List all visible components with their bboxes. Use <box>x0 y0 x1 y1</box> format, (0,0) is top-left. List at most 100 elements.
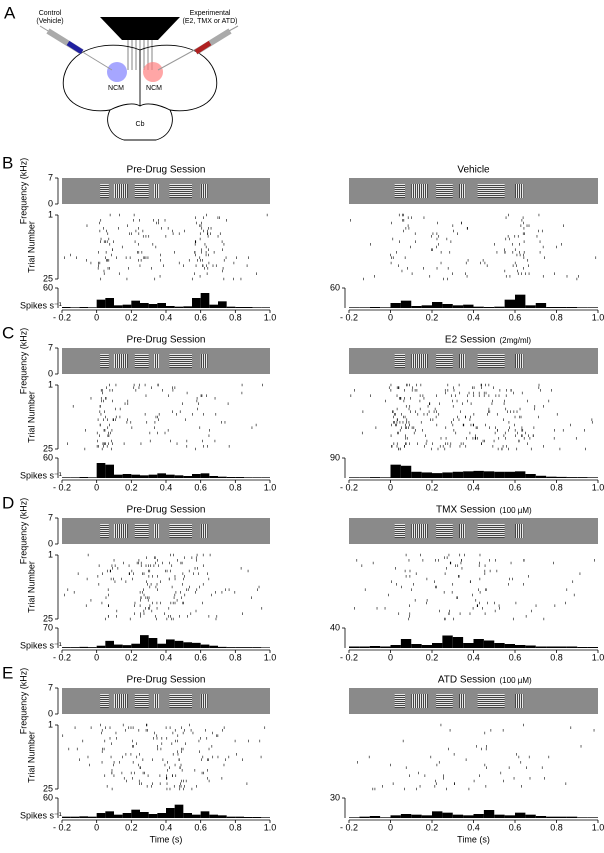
x-tick-label: 0.2 <box>125 652 138 662</box>
panel-title: ATD Session <box>438 675 496 686</box>
x-tick-label: 0.4 <box>467 482 480 492</box>
syllable <box>477 524 505 538</box>
psth-bar <box>577 817 588 818</box>
x-tick-label: 0 <box>388 822 393 832</box>
x-tick-label: 1.0 <box>592 822 604 832</box>
psth-bar <box>114 474 123 478</box>
psth-bar <box>515 645 526 648</box>
psth-bar <box>556 476 567 478</box>
psth-bar <box>226 306 236 308</box>
psth-bar <box>577 647 588 648</box>
x-axis-label: Time (s) <box>150 834 183 844</box>
x-tick-label: 0 <box>94 652 99 662</box>
panel-title: Pre-Drug Session <box>127 675 206 686</box>
psth-bar <box>349 646 360 648</box>
syllable <box>153 524 160 538</box>
syllable <box>458 694 466 708</box>
psth-bar <box>122 813 132 818</box>
psth-bar <box>183 642 192 648</box>
psth-bar <box>252 817 262 818</box>
ncm-control <box>107 62 127 82</box>
x-tick-label: 0.8 <box>550 652 563 662</box>
psth-bar <box>442 304 453 308</box>
syllable <box>477 354 505 368</box>
x-tick-label: 0.8 <box>550 482 563 492</box>
syllable <box>134 354 149 368</box>
psth-bar <box>261 647 270 648</box>
psth-bar <box>577 307 588 308</box>
psth-bar <box>463 815 474 818</box>
spectrogram <box>62 518 270 544</box>
psth-bar <box>235 816 244 818</box>
x-tick-label: 1.0 <box>264 312 277 322</box>
panel-letter: E <box>2 663 13 682</box>
psth-bar <box>148 638 158 648</box>
panel-title: Pre-Drug Session <box>127 505 206 516</box>
panel: E2 Session (2mg/ml) - 0.2 0 0.2 0.4 0.6 0.8 1.0 9… <box>330 335 604 493</box>
psth-bar <box>587 817 598 818</box>
psth-bar <box>88 647 97 648</box>
psth-bar <box>209 645 218 648</box>
y-axis-label: Spikes s⁻¹ <box>20 810 62 820</box>
trial-tick-label: 1 <box>48 549 53 559</box>
spectrogram <box>62 178 270 204</box>
psth-bar <box>131 809 140 818</box>
psth-bar <box>244 647 253 648</box>
psth-bar <box>556 646 567 648</box>
freq-axis-label: Frequency (kHz) <box>18 498 28 565</box>
syllable <box>394 524 406 538</box>
y-tick-label: 30 <box>330 792 340 802</box>
psth-bar <box>473 306 484 308</box>
x-tick-label: - 0.2 <box>53 312 71 322</box>
syllable <box>114 524 128 538</box>
syllable <box>169 184 192 198</box>
psth-bar <box>473 639 484 648</box>
syllable <box>200 354 208 368</box>
syllable <box>436 184 453 198</box>
psth-bar <box>421 472 432 478</box>
x-axis-label: Time (s) <box>457 834 490 844</box>
x-tick-label: 0.8 <box>550 822 563 832</box>
psth-bar <box>452 305 464 308</box>
psth-bar <box>226 477 236 478</box>
psth-bar <box>122 645 132 648</box>
psth-bar <box>349 817 360 818</box>
trial-tick-label: 25 <box>43 613 53 623</box>
psth-bar <box>174 475 184 478</box>
syllable <box>458 524 466 538</box>
x-tick-label: 0.4 <box>160 312 173 322</box>
y-axis-label: Spikes s⁻¹ <box>20 470 62 480</box>
panel-letter: B <box>2 153 13 172</box>
psth-bar <box>209 304 218 308</box>
psth-bar <box>463 471 474 478</box>
freq-tick-label: 7 <box>48 342 53 352</box>
psth-bar <box>504 815 515 818</box>
psth-bar <box>400 814 412 818</box>
psth-bar <box>390 645 401 648</box>
trial-tick-label: 1 <box>48 719 53 729</box>
syllable <box>100 354 109 368</box>
syringe-left <box>39 25 113 71</box>
psth-bar <box>359 816 370 818</box>
psth-bar <box>463 643 474 648</box>
syllable <box>169 694 192 708</box>
x-tick-label: 0.6 <box>194 312 207 322</box>
panel-letter: A <box>4 3 16 22</box>
psth-bar <box>148 474 158 478</box>
psth-bar <box>174 306 184 308</box>
psth-bar <box>157 473 166 478</box>
panel-a: A Control (Vehicle) Experimental (E2, TM… <box>4 3 239 141</box>
x-tick-label: 0.6 <box>509 482 522 492</box>
syllable <box>134 524 149 538</box>
psth-bar <box>244 817 253 818</box>
psth-bar <box>200 811 210 818</box>
y-tick-label: 60 <box>43 282 53 292</box>
syllable <box>515 694 524 708</box>
y-tick-label: 40 <box>330 622 340 632</box>
syllable <box>153 694 160 708</box>
syllable <box>200 694 208 708</box>
psth-bar <box>209 476 218 478</box>
psth-bar <box>105 811 114 818</box>
ncm-experimental <box>143 62 163 82</box>
psth-bar <box>166 306 175 308</box>
